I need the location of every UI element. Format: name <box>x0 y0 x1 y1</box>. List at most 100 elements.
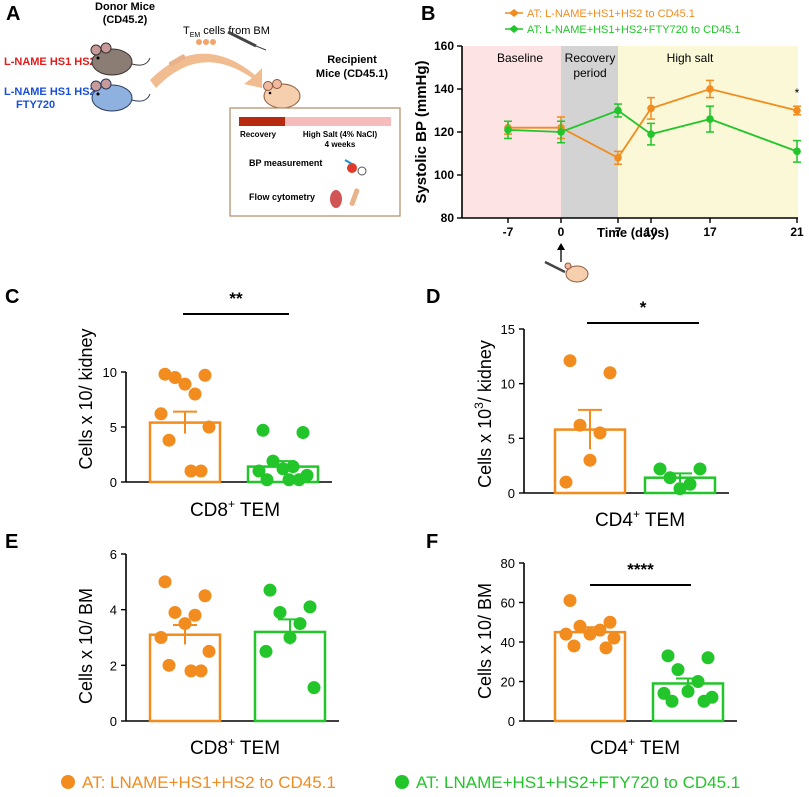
d-chart-data-point-green <box>663 471 677 485</box>
c-chart-data-point-orange <box>202 420 216 434</box>
e-chart-data-point-green <box>303 600 317 614</box>
f-chart-y-tick-label: 60 <box>501 596 515 611</box>
f-y-axis-label: Cells x 10/ BM <box>475 583 495 699</box>
f-chart-y-tick-label: 80 <box>501 556 515 571</box>
f-chart-data-point-orange <box>573 619 587 633</box>
e-chart-data-point-orange <box>194 664 208 678</box>
b-data-point-orange <box>793 106 801 115</box>
c-chart-y-tick-label: 10 <box>103 365 117 380</box>
f-chart-data-point-green <box>681 684 695 698</box>
f-chart-data-point-orange <box>563 594 577 608</box>
e-chart-data-point-orange <box>198 589 212 603</box>
e-chart-y-tick-label: 4 <box>110 603 117 618</box>
d-x-axis-label: CD4+ TEM <box>595 507 685 531</box>
d-chart-y-tick-label: 5 <box>508 431 515 446</box>
b-y-tick-label: 100 <box>434 168 454 182</box>
f-x-axis-label: CD4+ TEM <box>590 735 680 759</box>
phase-label-recovery-2: period <box>573 66 606 80</box>
e-chart-data-point-orange <box>168 605 182 619</box>
b-legend-orange-label: AT: L-NAME+HS1+HS2 to CD45.1 <box>527 8 695 20</box>
phase-label-recovery-1: Recovery <box>565 51 616 65</box>
high-salt-bar <box>285 117 391 126</box>
panel-e-bar-chart: E 0 2 4 6 Cells x 10/ BM CD8+ TEM <box>5 531 339 759</box>
group-fty720-label-line1: L-NAME HS1 HS2 <box>4 86 96 98</box>
f-chart-bar-orange <box>553 630 627 723</box>
e-chart-data-point-green <box>263 583 277 597</box>
panel-label-e: E <box>5 531 18 553</box>
c-chart-data-point-orange <box>184 464 198 478</box>
f-chart-data-point-green <box>657 686 671 700</box>
injection-arrow-icon <box>557 243 565 262</box>
f-chart-data-point-orange <box>593 623 607 637</box>
c-chart-data-point-green <box>256 423 270 437</box>
e-chart-data-point-orange <box>162 658 176 672</box>
b-data-point-green <box>706 115 714 123</box>
c-chart-data-point-orange <box>188 387 202 401</box>
b-x-tick-label: 17 <box>703 225 717 239</box>
legend-orange-marker <box>61 775 75 789</box>
recovery-bar-label: Recovery <box>240 130 277 139</box>
f-chart-y-tick-label: 0 <box>508 714 515 729</box>
b-x-tick-label: 7 <box>615 225 622 239</box>
f-chart-y-tick-label: 20 <box>501 675 515 690</box>
c-chart-data-point-orange <box>178 377 192 391</box>
b-data-point-green <box>504 126 512 134</box>
syringe-icon <box>227 30 267 51</box>
b-significance-star: * <box>795 86 800 100</box>
c-y-axis-label: Cells x 10/ kidney <box>76 328 96 469</box>
e-chart-data-point-orange <box>154 631 168 644</box>
c-chart-data-point-green <box>276 462 290 476</box>
f-chart-data-point-orange <box>599 641 613 655</box>
panel-c-bar-chart: C 0 5 10 ** Cells x 10/ kidney CD8+ TEM <box>5 286 332 521</box>
b-data-point-orange <box>706 85 714 93</box>
c-chart-data-point-orange <box>158 367 172 381</box>
b-series-line-orange <box>508 88 798 159</box>
e-chart-y-tick-label: 0 <box>110 714 117 729</box>
b-data-point-green <box>614 106 622 115</box>
recipient-title: Recipient <box>327 54 377 66</box>
legend-green-marker <box>395 775 409 789</box>
b-data-point-green <box>557 128 565 136</box>
e-y-axis-label: Cells x 10/ BM <box>76 588 96 704</box>
group-lname-label: L-NAME HS1 HS2 <box>4 56 96 68</box>
e-chart-data-point-orange <box>202 644 216 658</box>
d-chart-data-point-green <box>653 462 667 476</box>
kidney-icon <box>330 190 342 208</box>
phase-label-baseline: Baseline <box>497 51 543 65</box>
c-chart-data-point-orange <box>154 407 168 421</box>
transfer-label: TEM cells from BM <box>183 25 270 39</box>
e-chart-data-point-orange <box>158 575 172 589</box>
phase-label-high-salt: High salt <box>667 51 714 65</box>
b-x-tick-label: 10 <box>644 225 658 239</box>
c-chart-y-tick-label: 5 <box>110 420 117 435</box>
recipient-subtitle: Mice (CD45.1) <box>316 68 388 80</box>
c-chart-data-point-green <box>266 454 280 468</box>
c-chart-data-point-green <box>252 464 266 478</box>
c-chart-data-point-orange <box>162 433 176 447</box>
b-data-point-green <box>647 130 655 138</box>
bp-cuff-icon <box>344 159 367 176</box>
panel-f-bar-chart: F 0 20 40 60 80 **** Cells x 10/ BM CD4+ TEM <box>426 531 737 759</box>
e-chart-data-point-green <box>293 617 307 631</box>
c-chart-data-point-orange <box>194 464 208 478</box>
bottom-legend: AT: LNAME+HS1+HS2 to CD45.1 AT: LNAME+HS… <box>61 773 740 792</box>
c-x-axis-label: CD8+ TEM <box>190 497 280 521</box>
panel-label-d: D <box>426 286 440 308</box>
e-chart-data-point-green <box>273 605 287 619</box>
f-chart-data-point-orange <box>603 615 617 629</box>
c-chart-data-point-green <box>282 473 296 487</box>
legend-orange-label: AT: LNAME+HS1+HS2 to CD45.1 <box>82 773 336 792</box>
protocol-box: Recovery High Salt (4% NaCl) 4 weeks BP … <box>229 107 401 217</box>
d-chart-significance-label: * <box>640 298 647 317</box>
b-data-point-orange <box>647 104 655 113</box>
donor-mouse-grey-icon <box>90 42 151 76</box>
b-x-tick-label: 0 <box>558 225 565 239</box>
e-chart-data-point-orange <box>188 608 202 622</box>
transfer-arrow-icon <box>150 53 262 88</box>
e-x-axis-label: CD8+ TEM <box>190 735 280 759</box>
high-salt-duration: 4 weeks <box>325 140 356 149</box>
b-y-axis-label: Systolic BP (mmHg) <box>413 60 430 203</box>
c-chart-data-point-green <box>292 473 306 487</box>
recovery-bar <box>239 117 285 126</box>
